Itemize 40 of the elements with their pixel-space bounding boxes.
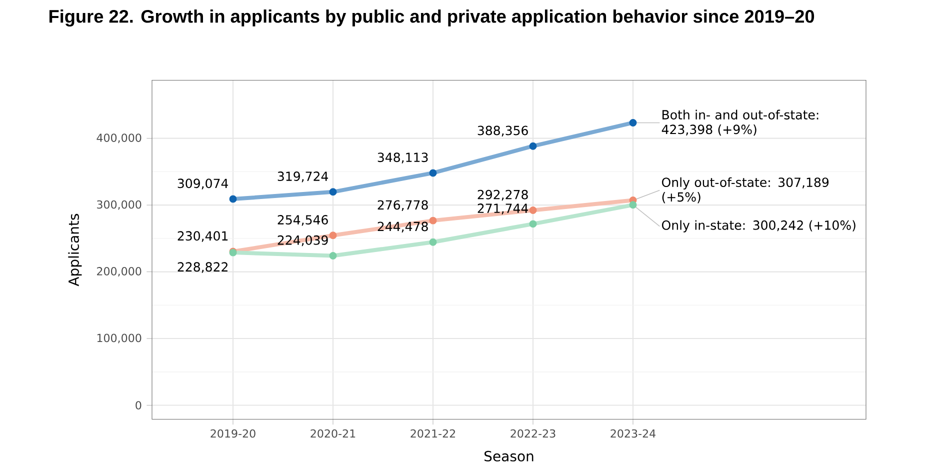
y-axis-title: Applicants — [68, 214, 82, 286]
data-label: 228,822 — [178, 262, 228, 273]
data-label: 244,478 — [378, 222, 428, 233]
point — [629, 201, 637, 209]
annotation: Only out-of-state: 307,189 (+5%) — [662, 177, 829, 204]
data-label: 348,113 — [378, 152, 428, 164]
point — [429, 238, 437, 246]
point — [429, 216, 437, 224]
data-label: 388,356 — [478, 126, 528, 137]
data-label: 276,778 — [378, 200, 428, 211]
point — [629, 118, 637, 126]
data-label: 230,401 — [178, 231, 228, 242]
chart-title: Figure 22. Growth in applicants by public and private application behavior since 2019–20 — [49, 10, 814, 26]
data-label: 319,724 — [278, 172, 328, 182]
point — [429, 169, 437, 177]
point — [229, 195, 237, 203]
y-tick-label: 100,000 — [97, 334, 142, 344]
data-label: 292,278 — [478, 190, 528, 201]
data-label: 271,744 — [478, 204, 528, 214]
y-tick-label: 400,000 — [96, 134, 142, 144]
point — [529, 206, 537, 214]
y-tick-label: 0 — [136, 401, 142, 410]
point — [329, 188, 337, 196]
point — [529, 142, 537, 150]
point — [329, 232, 337, 240]
annotation: Only in-state: 300,242 (+10%) — [662, 220, 856, 232]
x-tick-label: 2022-23 — [510, 429, 556, 438]
data-label: 309,074 — [178, 178, 228, 190]
y-tick-label: 300,000 — [97, 200, 142, 210]
data-label: 254,546 — [278, 215, 328, 226]
x-tick-label: 2020-21 — [310, 429, 356, 438]
x-tick-label: 2021-22 — [410, 429, 456, 438]
data-label: 224,039 — [278, 235, 328, 246]
x-tick-label: 2019-20 — [210, 429, 256, 438]
point — [329, 252, 337, 260]
point — [529, 220, 537, 228]
x-axis-title: Season — [484, 450, 534, 462]
annotation: Both in- and out-of-state: 423,398 (+9%) — [662, 110, 818, 136]
x-tick-label: 2023-24 — [610, 429, 656, 438]
y-tick-label: 200,000 — [97, 267, 142, 277]
